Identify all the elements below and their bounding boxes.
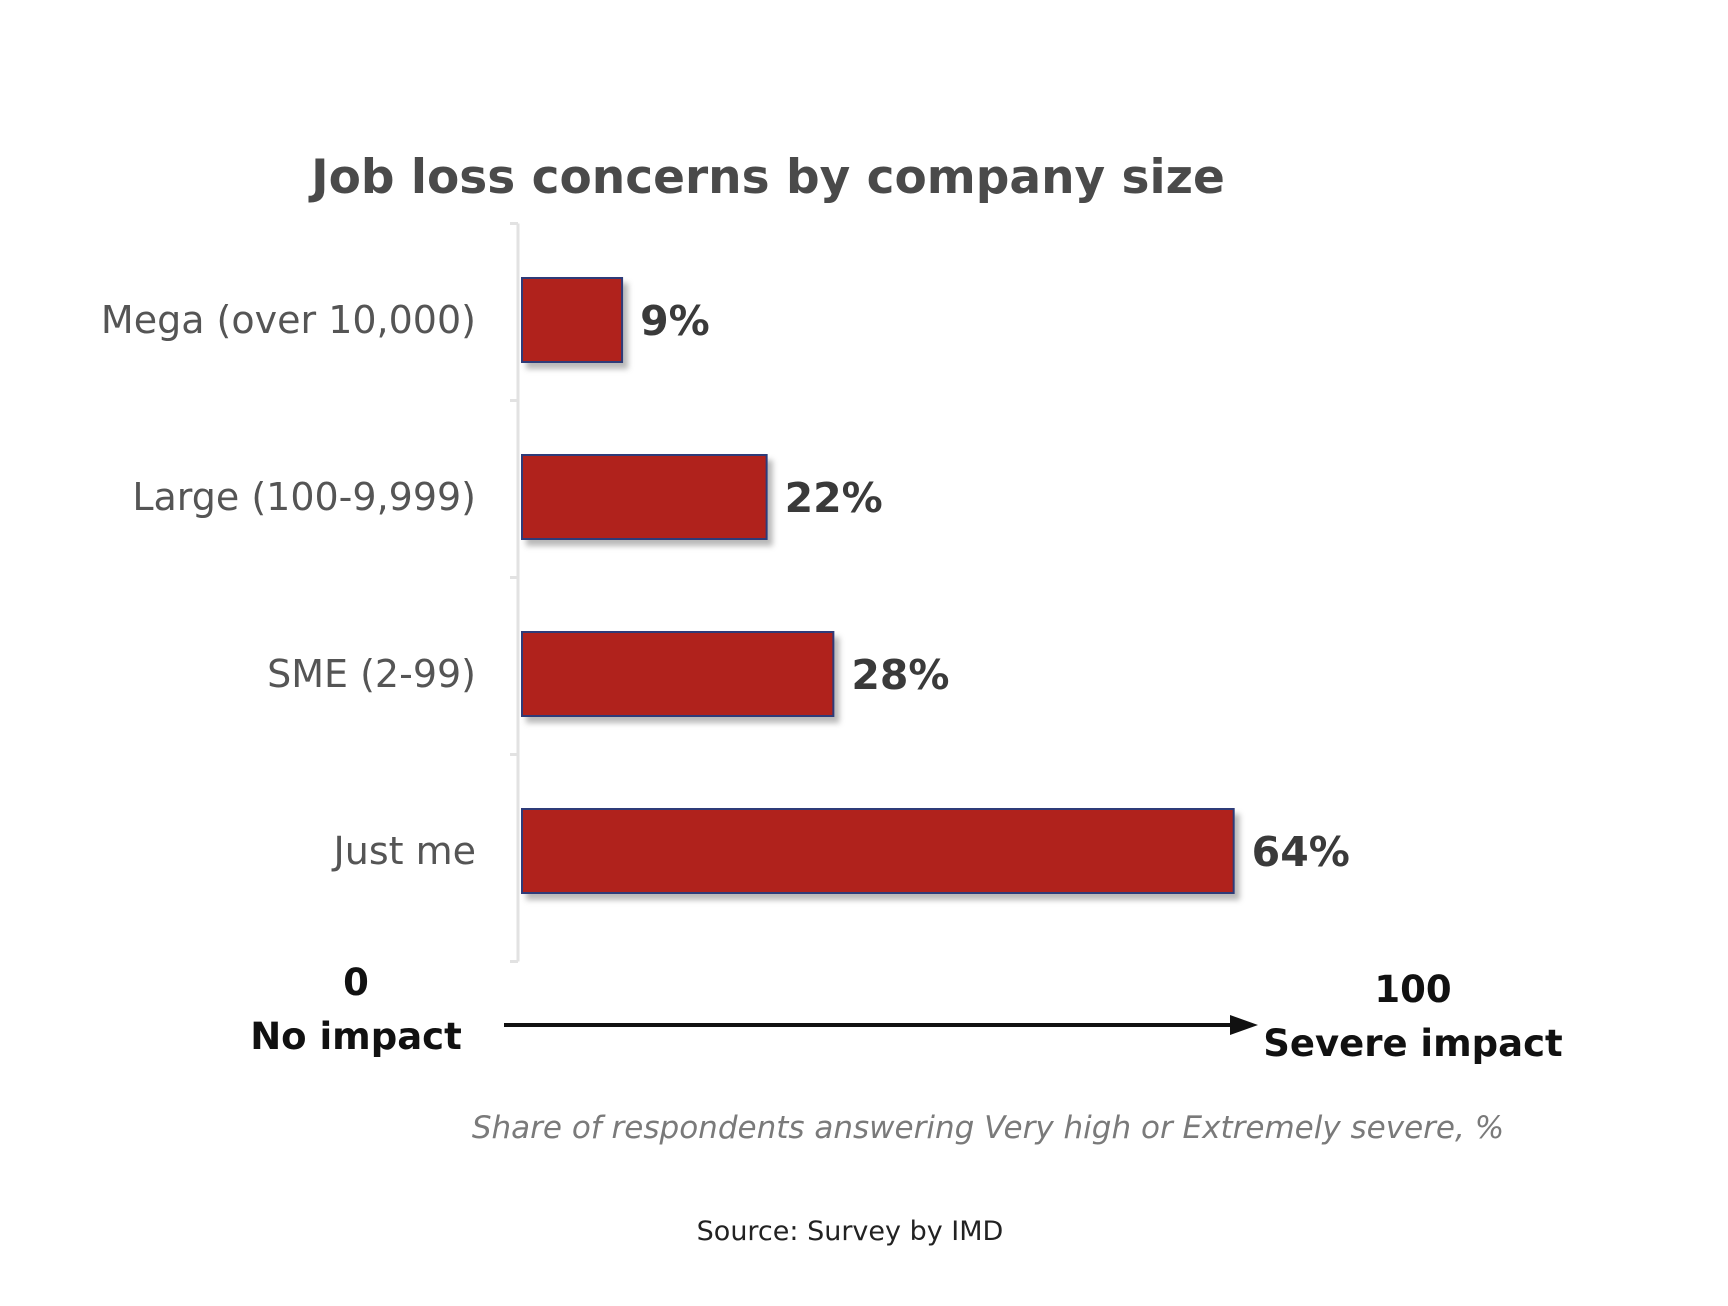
impact-scale: 0 No impact 100 Severe impact <box>250 961 1563 1065</box>
data-labels: 9% 22% 28% 64% <box>640 297 1350 876</box>
scale-min-value: 0 <box>343 961 369 1004</box>
bar-3 <box>521 808 1235 894</box>
category-label: SME (2-99) <box>267 652 476 696</box>
scale-max-value: 100 <box>1374 968 1451 1011</box>
bars <box>521 277 1235 894</box>
chart-note: Share of respondents answering Very high… <box>472 1110 1504 1146</box>
scale-max-label: Severe impact <box>1263 1022 1563 1065</box>
category-label: Just me <box>332 829 476 873</box>
chart-title: Job loss concerns by company size <box>308 150 1225 205</box>
category-label: Large (100-9,999) <box>132 475 476 519</box>
scale-min-label: No impact <box>250 1015 462 1058</box>
data-label: 9% <box>640 297 710 345</box>
category-label: Mega (over 10,000) <box>101 298 476 342</box>
bar-0 <box>521 277 624 363</box>
bar-1 <box>521 454 768 540</box>
data-label: 64% <box>1252 828 1350 876</box>
y-axis <box>510 222 520 963</box>
bar-2 <box>521 631 835 717</box>
arrow-head-icon <box>1230 1015 1258 1035</box>
data-label: 28% <box>851 651 949 699</box>
data-label: 22% <box>785 474 883 522</box>
category-labels: Mega (over 10,000) Large (100-9,999) SME (… <box>101 298 476 873</box>
chart-source: Source: Survey by IMD <box>697 1216 1004 1247</box>
